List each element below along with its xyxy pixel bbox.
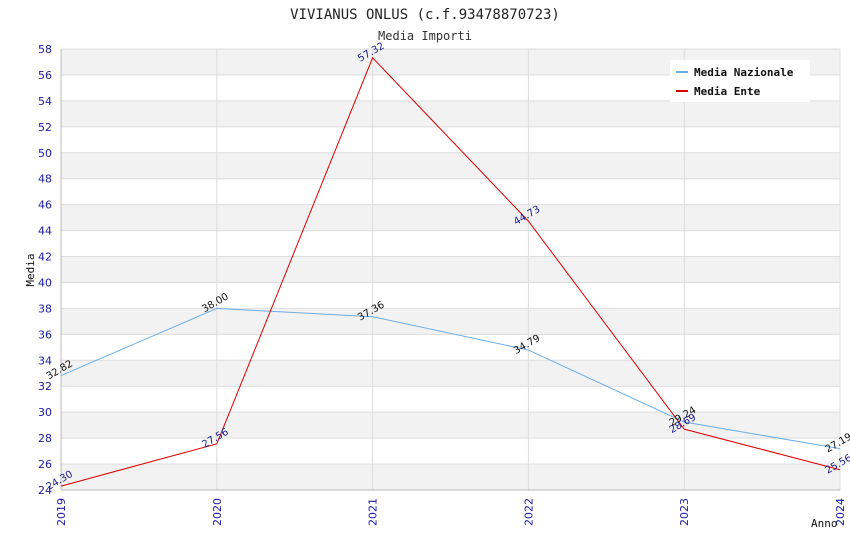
series-lines: [60, 56, 841, 487]
grid-band: [61, 204, 840, 231]
chart-title: VIVIANUS ONLUS (c.f.93478870723): [290, 7, 560, 23]
x-tick-labels: 2019 2020 2021 2022 2023 2024: [55, 498, 847, 526]
legend-label: Media Ente: [694, 85, 761, 98]
grid-band: [61, 100, 840, 127]
y-tick-label: 36: [38, 328, 52, 341]
y-tick-label: 52: [38, 121, 52, 134]
y-tick-label: 30: [38, 406, 52, 419]
y-tick-label: 48: [38, 173, 52, 186]
legend: Media Nazionale Media Ente: [670, 60, 810, 102]
x-axis-label: Anno: [811, 517, 838, 530]
y-tick-label: 44: [38, 225, 52, 238]
grid-band: [61, 256, 840, 283]
grid-lines: [60, 48, 841, 491]
y-tick-label: 40: [38, 276, 52, 289]
y-tick-label: 26: [38, 458, 52, 471]
y-tick-label: 32: [38, 380, 52, 393]
legend-items: Media Nazionale Media Ente: [676, 66, 794, 98]
grid-band: [61, 308, 840, 335]
x-tick-label: 2023: [678, 498, 691, 526]
x-tick-label: 2022: [522, 498, 535, 526]
y-tick-label: 42: [38, 251, 52, 264]
series-line-0: [60, 307, 841, 450]
grid-band: [61, 152, 840, 179]
y-tick-label: 46: [38, 199, 52, 212]
data-label: 34.79: [512, 333, 542, 357]
x-tick-label: 2021: [367, 498, 380, 526]
chart-subtitle: Media Importi: [378, 29, 472, 43]
axes: [60, 49, 840, 491]
x-tick-label: 2020: [211, 498, 224, 526]
y-tick-labels: 24 26 28 30 32 34 36 38 40 42 44 46 48 50 52 54 56 58: [38, 43, 52, 497]
grid-band: [61, 360, 840, 387]
x-tick-label: 2019: [55, 498, 68, 526]
y-tick-label: 54: [38, 95, 52, 108]
x-tick-label: 2024: [834, 498, 847, 526]
plot-bands: [61, 49, 840, 490]
y-tick-label: 28: [38, 432, 52, 445]
y-axis-label: Media: [24, 253, 37, 286]
y-tick-label: 50: [38, 147, 52, 160]
y-tick-label: 38: [38, 302, 52, 315]
legend-label: Media Nazionale: [694, 66, 794, 79]
series-line-1: [60, 56, 841, 487]
legend-background: [670, 60, 810, 102]
y-tick-label: 58: [38, 43, 52, 56]
y-tick-label: 56: [38, 69, 52, 82]
y-tick-label: 34: [38, 354, 52, 367]
y-tick-label: 24: [38, 484, 52, 497]
grid-band: [61, 412, 840, 439]
grid-band: [61, 464, 840, 490]
